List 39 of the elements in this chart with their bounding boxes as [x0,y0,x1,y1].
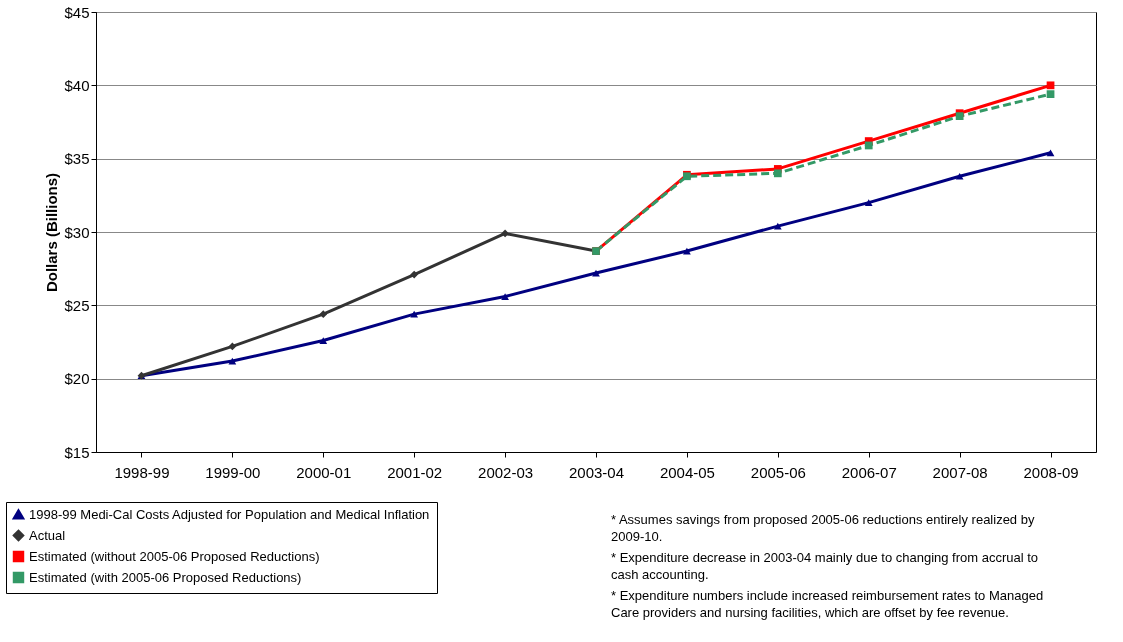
text: * Expenditure decrease in 2003-04 mainly due to changing from accrual to cash accounting. [611,550,1039,582]
x-tick-label: 2006-07 [841,463,897,481]
x-tick-label: 1998-99 [114,463,170,481]
y-tick-label: $15 [64,443,90,461]
y-tick-label: $35 [64,150,90,168]
point [773,169,782,178]
y-tick-label: $45 [64,3,90,21]
y-tick-label: $20 [64,370,90,388]
y-axis-title: Dollars (Billions) [43,172,61,293]
point [1046,90,1055,99]
legend-label: Actual [29,527,66,543]
point [501,229,509,238]
point [319,337,328,344]
y-tick-label: $30 [64,223,90,241]
point [228,342,237,351]
x-tick-label: 2003-04 [568,463,625,481]
point [864,141,873,150]
point [501,293,509,300]
point [1046,81,1055,90]
x-tick-label: 2000-01 [296,463,352,481]
point [955,172,964,180]
legend-label: Estimated (without 2005-06 Proposed Reductions) [29,548,320,564]
y-tick-label: $40 [64,76,90,94]
point [319,310,328,319]
point [410,270,419,279]
text: * Assumes savings from proposed 2005-06 reductions entirely realized by 2009-10. [611,512,1035,544]
point [864,199,873,207]
x-tick-label: 2002-03 [478,463,534,481]
x-tick-label: 2001-02 [387,463,443,481]
x-tick-label: 2004-05 [659,463,715,481]
x-tick-label: 2005-06 [750,463,806,481]
point [1046,149,1055,157]
x-tick-label: 1999-00 [205,463,261,481]
legend-label: Estimated (with 2005-06 Proposed Reductions) [29,569,302,585]
text: * Expenditure numbers include increased reimbursement rates to Managed Care providers and nursing facilities, which are offset by fee revenue. [611,588,1044,620]
legend-label: 1998-99 Medi-Cal Costs Adjusted for Population and Medical Inflation [29,506,430,522]
y-tick-label: $25 [64,296,90,314]
x-tick-label: 2007-08 [932,463,988,481]
x-tick-label: 2008-09 [1023,463,1079,481]
